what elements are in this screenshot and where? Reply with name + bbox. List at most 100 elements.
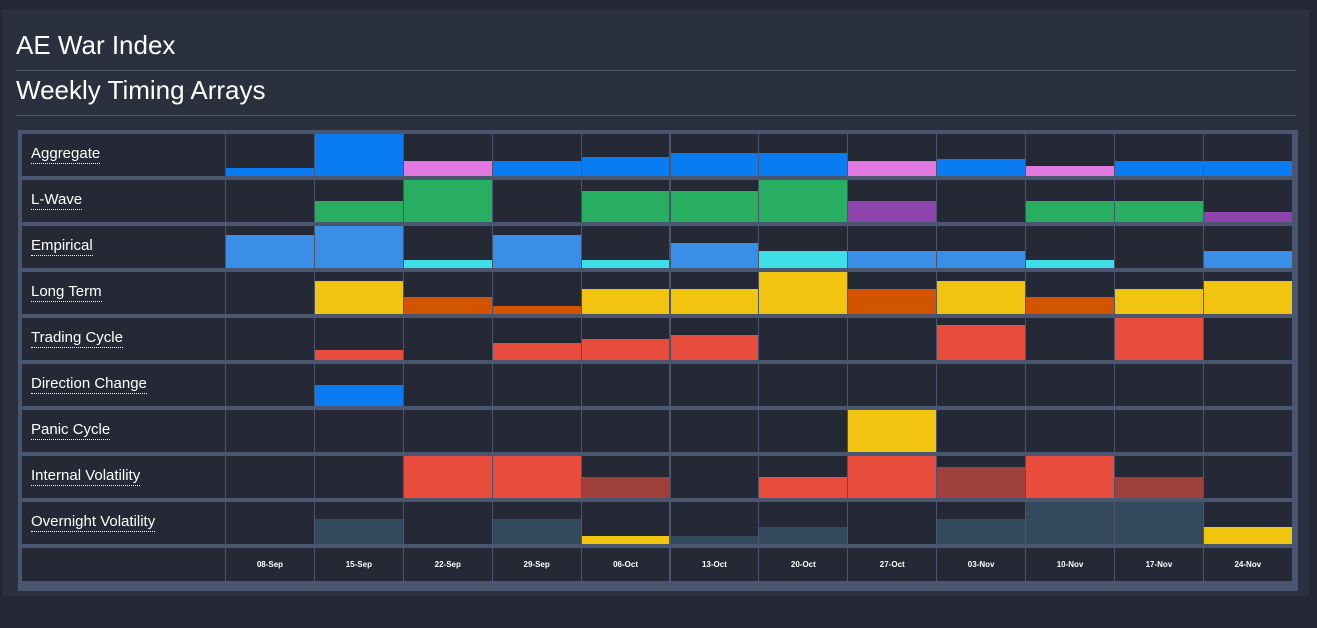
timing-bar [670,535,759,544]
timing-bar [848,409,937,452]
timing-bar [759,526,848,544]
date-tick-label: 24-Nov [1234,560,1262,569]
timing-cell [403,410,492,452]
timing-bar [1203,526,1292,544]
timing-bar [226,234,314,268]
timing-bar [1203,160,1292,176]
timing-cell [670,410,759,452]
timing-cell [1203,456,1292,498]
timing-cell [314,456,403,498]
row-label[interactable]: Panic Cycle [31,421,111,440]
date-cell [314,548,403,581]
date-cell [759,548,848,581]
row-label[interactable]: Empirical [31,237,93,256]
row-label-text: Panic Cycle [31,421,111,440]
row-label-text: Overnight Volatility [31,513,156,532]
timing-bar [581,259,670,268]
row-label-cell [22,318,225,360]
date-tick-label: 29-Sep [523,560,550,569]
timing-bar [848,200,937,222]
subtitle-divider [16,115,1296,116]
timing-cell [226,502,314,544]
timing-cell [226,180,314,222]
date-cell [1115,548,1203,581]
row-label-text: Long Term [31,283,102,302]
timing-bar [492,160,581,176]
timing-bar [492,234,581,268]
timing-bar [937,158,1026,176]
timing-bar [759,250,848,268]
row-label-cell [22,456,225,498]
row-label-cell [22,272,225,314]
row-label-cell [22,134,225,176]
row-label[interactable]: Aggregate [31,145,101,164]
timing-cell [1203,318,1292,360]
date-tick-label: 06-Oct [613,560,638,569]
date-cell [403,548,492,581]
date-cell [581,548,670,581]
timing-cell [937,364,1026,406]
timing-cell [226,410,314,452]
timing-bar [937,324,1026,360]
row-label-cell [22,180,225,222]
timing-bar [1115,476,1203,498]
row-label-text: Aggregate [31,145,101,164]
timing-bar [937,280,1026,314]
timing-bar [848,250,937,268]
timing-cell [226,272,314,314]
timing-bar [403,259,492,268]
timing-bar [403,455,492,498]
timing-bar [670,334,759,360]
row-label[interactable]: Long Term [31,283,102,302]
timing-bar [403,296,492,314]
timing-bar [492,305,581,314]
timing-bar [314,349,403,360]
timing-bar [581,476,670,498]
timing-bar [314,133,403,176]
timing-bar [492,455,581,498]
date-cell [226,548,314,581]
timing-cell [1026,364,1114,406]
timing-bar [1115,501,1203,544]
date-cell [1203,548,1292,581]
row-label[interactable]: L-Wave [31,191,83,210]
row-label[interactable]: Internal Volatility [31,467,141,486]
timing-bar [581,288,670,314]
timing-bar [1026,165,1114,176]
row-label[interactable]: Overnight Volatility [31,513,156,532]
timing-bar [314,384,403,406]
timing-cell [403,318,492,360]
timing-cell [848,318,937,360]
timing-bar [670,242,759,268]
timing-bar [403,179,492,222]
row-label-text: L-Wave [31,191,83,210]
timing-bar [670,288,759,314]
timing-cell [581,364,670,406]
row-label-text: Empirical [31,237,93,256]
timing-cell [581,410,670,452]
date-tick-label: 08-Sep [256,560,284,569]
row-label-cell [22,410,225,452]
timing-bar [581,535,670,544]
row-label[interactable]: Trading Cycle [31,329,123,348]
date-tick-label: 13-Oct [701,560,727,569]
timing-bar [1026,501,1114,544]
timing-bar [492,518,581,544]
date-tick-label: 10-Nov [1056,560,1084,569]
timing-bar [937,250,1026,268]
row-label-cell [22,502,225,544]
timing-bar [581,338,670,360]
row-label-text: Trading Cycle [31,329,123,348]
timing-cell [226,364,314,406]
timing-cell [403,364,492,406]
date-tick-label: 17-Nov [1145,560,1173,569]
row-label-text: Internal Volatility [31,467,141,486]
timing-cell [1115,364,1203,406]
chart-panel: AE War Index Weekly Timing Arrays Aggreg… [2,10,1309,596]
row-label[interactable]: Direction Change [31,375,147,394]
timing-bar [314,518,403,544]
timing-cell [492,410,581,452]
timing-bar [1115,317,1203,360]
timing-cell [403,502,492,544]
timing-bar [1026,259,1114,268]
